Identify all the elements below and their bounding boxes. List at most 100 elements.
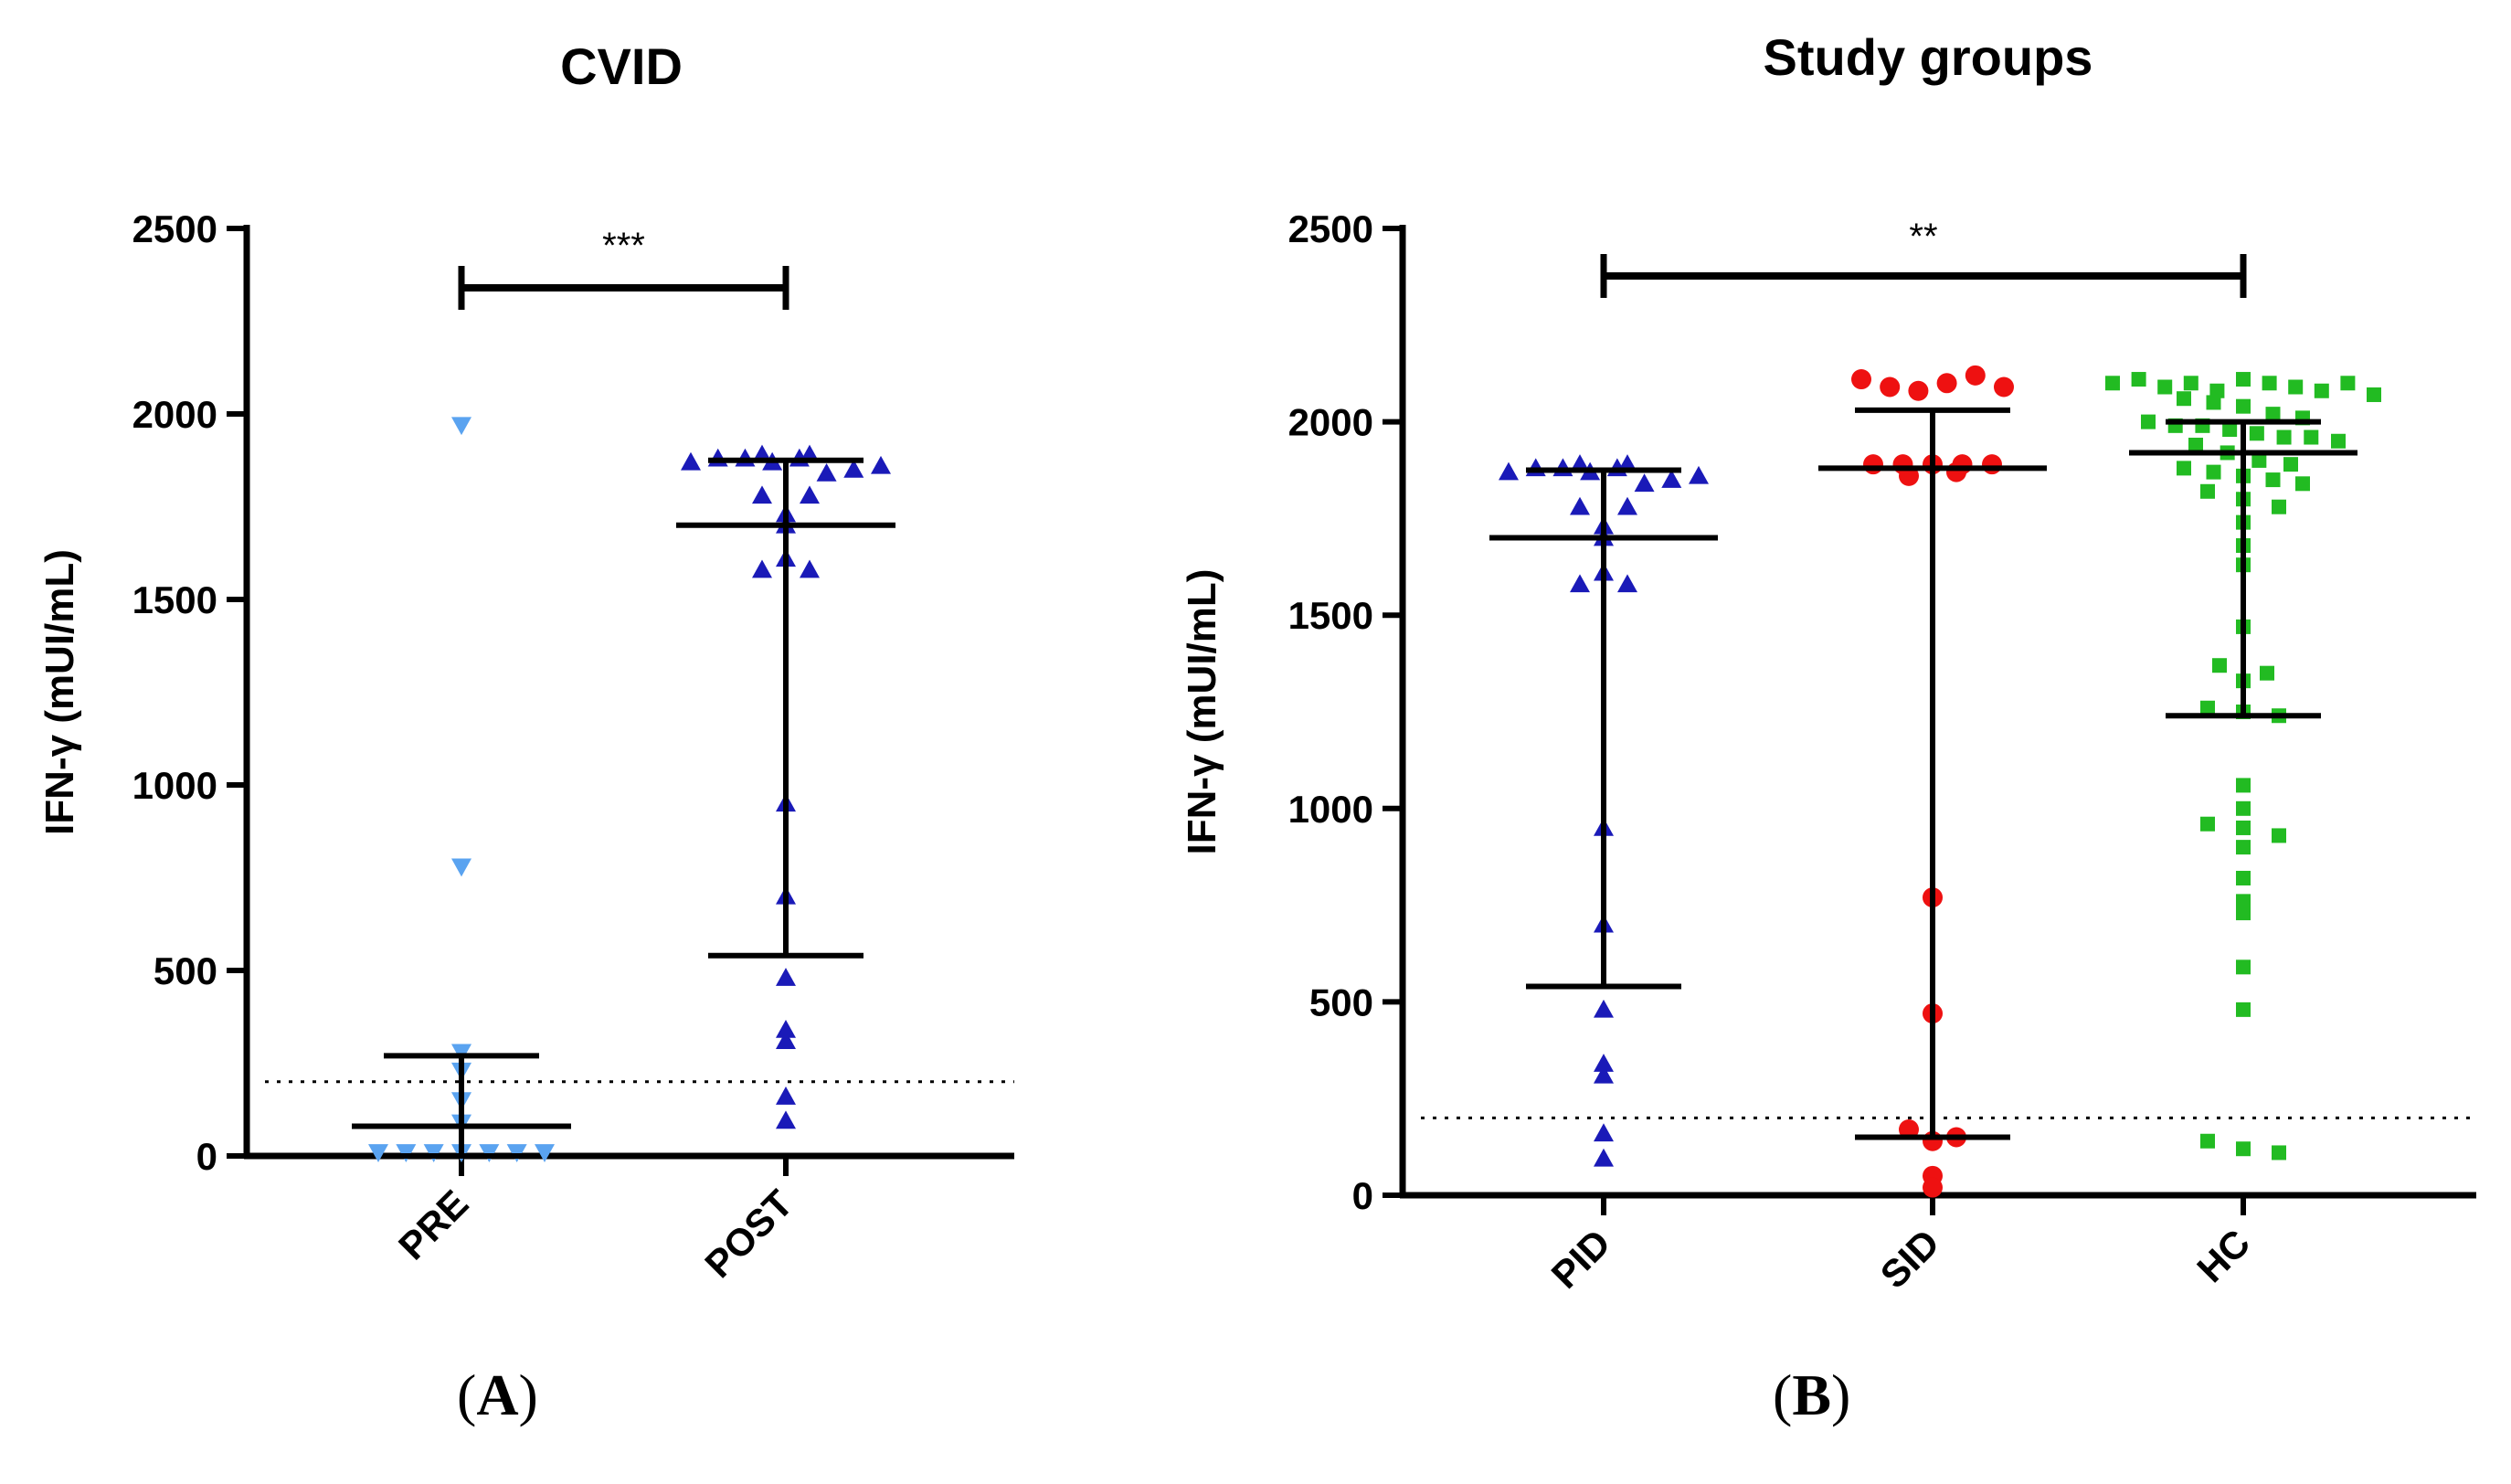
data-point	[1594, 1148, 1614, 1167]
x-tick-label: PID	[1543, 1221, 1619, 1297]
data-point	[2200, 1133, 2215, 1149]
data-point	[735, 448, 756, 467]
data-point	[2236, 398, 2251, 414]
y-tick-label: 500	[154, 949, 217, 992]
x-tick-label: PRE	[390, 1182, 476, 1267]
data-point	[2367, 387, 2381, 402]
data-point	[2249, 426, 2264, 441]
data-point	[1936, 373, 1957, 394]
data-point	[2236, 800, 2251, 816]
data-point	[1594, 999, 1614, 1018]
data-point	[1617, 574, 1637, 593]
data-point	[800, 485, 820, 504]
data-point	[752, 485, 772, 504]
y-tick-label: 2500	[132, 207, 217, 250]
data-point	[2251, 452, 2267, 468]
data-point	[2236, 906, 2251, 921]
chart-panel-1: 0 500 1000 1500 2000 2500 IFN-γ (mUI/mL) PID SID…	[1180, 207, 2476, 1297]
y-axis-title: IFN-γ (mUI/mL)	[1180, 569, 1224, 855]
y-tick-label: 1500	[1288, 594, 1373, 637]
data-point	[2272, 499, 2286, 514]
data-point	[1952, 454, 1973, 475]
data-point	[1982, 454, 2002, 475]
data-point	[1908, 380, 1929, 401]
data-point	[1570, 574, 1590, 593]
panel-label-b: (B)	[1773, 1362, 1851, 1427]
data-point	[2206, 395, 2221, 410]
data-point	[451, 858, 471, 877]
data-point	[2206, 464, 2221, 480]
significance-label: **	[1909, 217, 1937, 257]
data-point	[2157, 379, 2173, 395]
y-tick-label: 1000	[132, 764, 217, 807]
data-point	[1594, 1123, 1614, 1142]
data-point	[2177, 461, 2191, 476]
data-point	[2200, 816, 2215, 832]
data-point	[2283, 457, 2298, 472]
data-point	[707, 448, 728, 467]
data-point	[2295, 476, 2310, 492]
data-point	[681, 451, 701, 471]
data-point	[776, 1086, 796, 1105]
data-point	[1499, 461, 1519, 481]
data-point	[2188, 437, 2203, 452]
data-point	[2236, 778, 2251, 793]
chart-panel-0: 0 500 1000 1500 2000 2500 IFN-γ (mUI/mL) PRE POS…	[37, 207, 1014, 1286]
data-point	[2105, 376, 2120, 391]
data-point	[1965, 365, 1986, 386]
data-point	[451, 417, 471, 436]
data-point	[2200, 700, 2215, 716]
y-tick-label: 500	[1309, 980, 1373, 1023]
data-point	[2236, 840, 2251, 855]
data-point	[2200, 483, 2215, 499]
data-point	[1634, 473, 1655, 493]
data-point	[1594, 1065, 1614, 1084]
significance-label: ***	[602, 226, 645, 266]
data-point	[776, 1110, 796, 1129]
data-point	[2209, 383, 2225, 398]
x-tick-label: HC	[2188, 1221, 2258, 1290]
data-point	[752, 559, 772, 578]
data-point	[2288, 379, 2304, 395]
data-point	[2236, 1002, 2251, 1017]
data-point	[368, 1144, 388, 1162]
data-point	[2272, 828, 2286, 843]
data-point	[871, 455, 891, 474]
data-point	[2236, 372, 2251, 387]
data-point	[2331, 433, 2346, 449]
data-point	[2236, 870, 2251, 885]
data-point	[2141, 414, 2156, 429]
data-point	[1851, 369, 1871, 390]
data-point	[2236, 959, 2251, 975]
y-tick-label: 1000	[1288, 788, 1373, 831]
data-point	[2236, 1141, 2251, 1157]
data-point	[1594, 1054, 1614, 1072]
data-point	[1689, 465, 1709, 484]
x-tick-label: POST	[696, 1182, 800, 1286]
y-tick-label: 2000	[132, 393, 217, 436]
data-point	[1617, 496, 1637, 515]
data-point	[2272, 1145, 2286, 1161]
panel-label-a: (A)	[457, 1362, 538, 1427]
y-tick-label: 1500	[132, 578, 217, 621]
data-point	[2304, 429, 2319, 445]
y-tick-label: 2500	[1288, 207, 1373, 250]
data-point	[843, 459, 864, 478]
data-point	[1880, 376, 1901, 398]
data-point	[2177, 391, 2191, 407]
data-point	[2131, 372, 2146, 387]
data-point	[2222, 422, 2238, 438]
data-point	[2276, 429, 2292, 445]
data-point	[2260, 665, 2274, 681]
y-tick-label: 0	[196, 1135, 217, 1178]
chart-title-a: CVID	[560, 37, 683, 95]
x-tick-label: SID	[1872, 1221, 1948, 1297]
y-axis-title: IFN-γ (mUI/mL)	[37, 549, 82, 835]
data-point	[1923, 1177, 1943, 1198]
data-point	[800, 559, 820, 578]
data-point	[535, 1144, 555, 1162]
data-point	[776, 1019, 796, 1038]
data-point	[1863, 454, 1883, 475]
chart-title-b: Study groups	[1763, 28, 2093, 86]
